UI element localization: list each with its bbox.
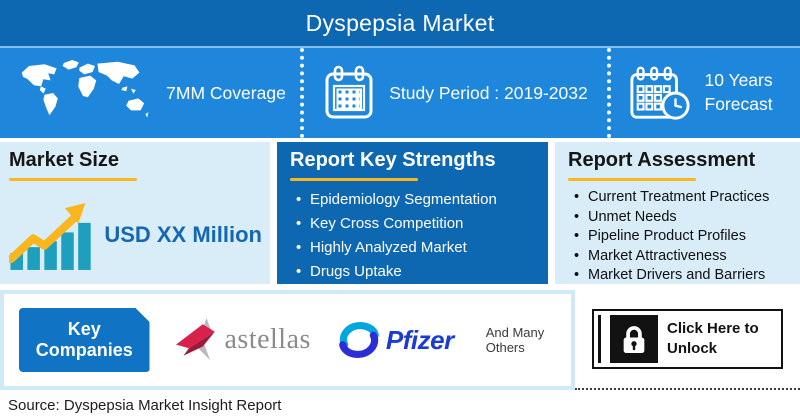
list-item: Epidemiology Segmentation (295, 188, 540, 212)
lock-box (610, 315, 658, 363)
list-item: Market Drivers and Barriers (573, 266, 792, 286)
growth-chart-icon (9, 202, 91, 270)
key-strengths-title: Report Key Strengths (290, 149, 496, 171)
key-strengths-list: Epidemiology Segmentation Key Cross Comp… (295, 188, 540, 284)
page-title: Dyspepsia Market (305, 9, 495, 36)
source-text: Source: Dyspepsia Market Insight Report (8, 396, 282, 414)
list-item: Pipeline Product Profiles (573, 227, 792, 247)
pfizer-logo: Pfizer (337, 319, 454, 361)
calendar-icon (325, 65, 373, 119)
world-map-icon (21, 60, 149, 118)
footer: Source: Dyspepsia Market Insight Report (0, 390, 800, 420)
middle-section: Market Size USD XX Million (0, 138, 800, 286)
forecast-label: 10 Years Forecast (704, 70, 773, 114)
market-size-panel: Market Size USD XX Million (0, 142, 270, 284)
list-item: Key Cross Competition (295, 212, 540, 236)
assessment-panel: Report Assessment Current Treatment Prac… (555, 142, 800, 286)
button-edge-bar (598, 315, 601, 363)
unlock-label: Click Here to Unlock (667, 319, 759, 357)
key-companies-button[interactable]: Key Companies (19, 308, 150, 372)
key-strengths-panel: Report Key Strengths Epidemiology Segmen… (277, 142, 548, 284)
astellas-logo: astellas (175, 317, 311, 363)
market-size-title: Market Size (9, 149, 120, 171)
calendar-clock-icon (629, 66, 690, 120)
bottom-section: Key Companies astellas Pfizer And Many O… (0, 290, 800, 390)
list-item: Current Treatment Practices (573, 188, 792, 208)
list-item: Highly Analyzed Market (295, 236, 540, 260)
yellow-rule (290, 178, 418, 181)
astellas-wordmark: astellas (224, 324, 311, 355)
yellow-rule (568, 178, 696, 181)
key-companies-strip: Key Companies astellas Pfizer And Many O… (0, 290, 575, 390)
forecast-stat: 10 Years Forecast (607, 48, 800, 138)
lock-icon (623, 326, 645, 354)
assessment-list: Current Treatment Practices Unmet Needs … (573, 188, 792, 286)
study-period-label: Study Period : 2019-2032 (389, 82, 588, 103)
list-item: Drugs Uptake (295, 260, 540, 284)
yellow-rule (9, 178, 137, 181)
study-period-stat: Study Period : 2019-2032 (300, 48, 607, 138)
coverage-stat: 7MM Coverage (0, 48, 300, 138)
astellas-star-icon (175, 317, 215, 361)
market-size-value: USD XX Million (104, 222, 262, 247)
unlock-area: Click Here to Unlock (575, 290, 800, 390)
list-item: Market Attractiveness (573, 247, 792, 267)
pfizer-wordmark: Pfizer (385, 324, 454, 355)
pfizer-swirl-icon (339, 322, 379, 358)
list-item: Unmet Needs (573, 208, 792, 228)
page-title-bar: Dyspepsia Market (0, 0, 800, 46)
assessment-title: Report Assessment (568, 149, 756, 171)
and-many-others-label: And Many Others (485, 325, 545, 355)
unlock-button[interactable]: Click Here to Unlock (592, 309, 783, 369)
coverage-label: 7MM Coverage (166, 82, 286, 103)
stats-bar: 7MM Coverage Study Period : 2019-2032 (0, 46, 800, 138)
